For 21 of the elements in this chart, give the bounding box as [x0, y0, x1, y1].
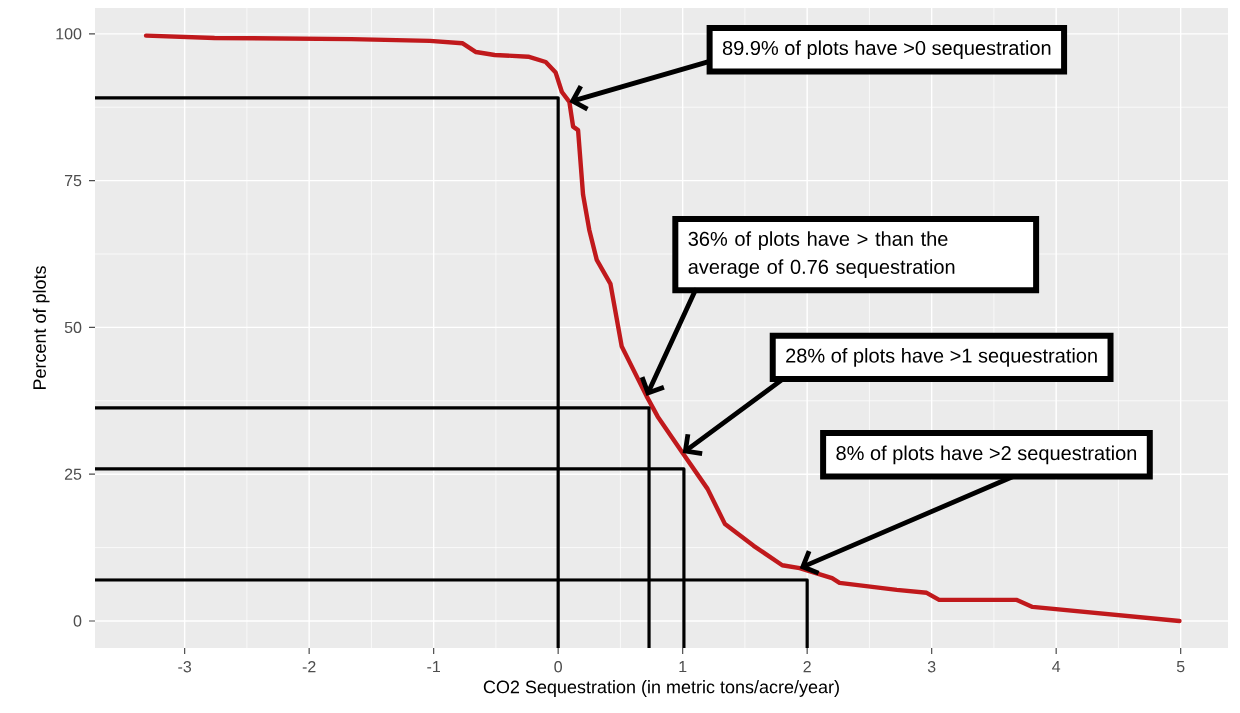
x-tick-label: 4	[1052, 661, 1061, 673]
x-tick-label: -2	[302, 661, 316, 673]
annotation: 89.9% of plots have >0 sequestration	[722, 40, 1051, 59]
line-series	[143, 33, 1182, 624]
annotation: 28% of plots have >1 sequestration	[786, 348, 1097, 367]
x-tick-label: 3	[927, 661, 936, 673]
y-axis-title: Percent of plots	[32, 266, 50, 390]
x-tick-label: -3	[178, 661, 192, 673]
y-tick-label: 0	[73, 615, 82, 627]
x-tick-label: 5	[1176, 661, 1185, 673]
x-axis-title: CO2 Sequestration (in metric tons/acre/year)	[483, 680, 839, 697]
annotation: 36% of plots have > than the average of 0.76 sequestration	[688, 231, 955, 278]
x-tick-label: -1	[427, 661, 440, 673]
annotation: 8% of plots have >2 sequestration	[836, 445, 1137, 465]
x-tick-label: 2	[803, 661, 811, 673]
y-tick-label: 50	[64, 321, 82, 334]
y-tick-label: 75	[64, 175, 82, 187]
x-tick-label: 1	[679, 661, 687, 673]
x-tick-label: 0	[554, 661, 562, 673]
y-tick-label: 25	[64, 468, 82, 480]
y-tick-label: 100	[56, 28, 82, 40]
